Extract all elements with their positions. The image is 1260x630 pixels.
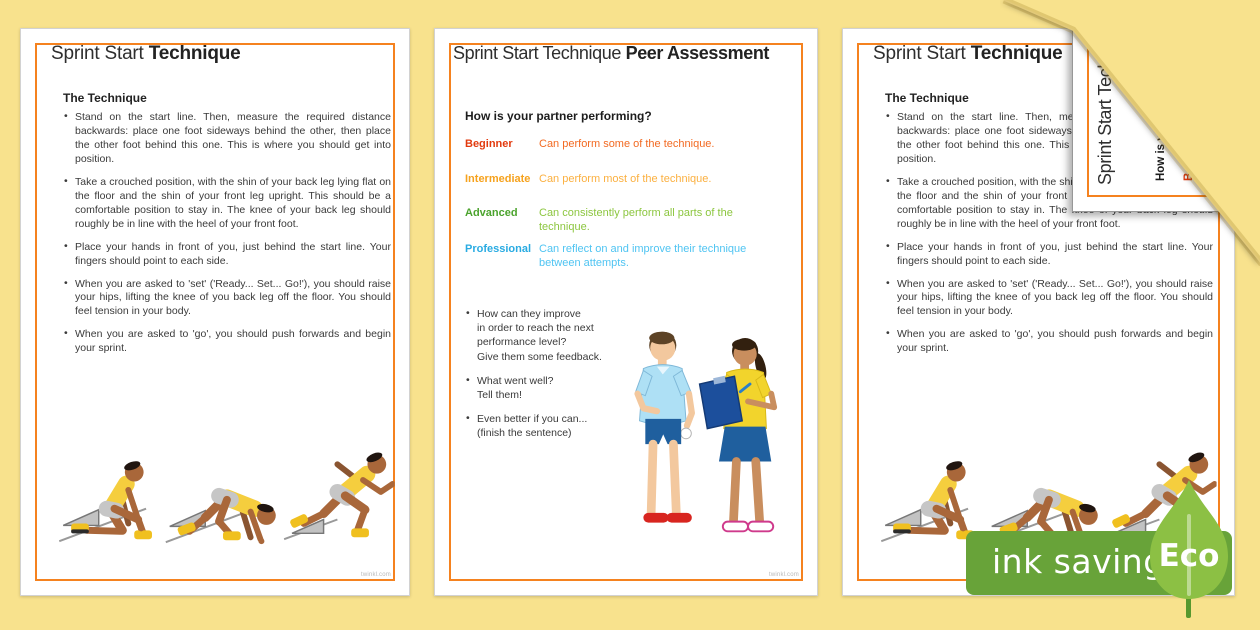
clipboard [698, 375, 744, 430]
fold-corner [1002, 0, 1260, 267]
level-row: Beginner Can perform some of the techniq… [465, 137, 799, 151]
technique-bullet: When you are asked to 'set' ('Ready... S… [63, 277, 391, 320]
level-row: Professional Can reflect on and improve … [465, 242, 799, 271]
feedback-prompt: How can they improve in order to reach t… [465, 306, 627, 364]
feedback-prompt: What went well? Tell them! [465, 373, 627, 402]
feedback-prompt: Even better if you can... (finish the se… [465, 411, 627, 440]
boy-figure [634, 331, 695, 523]
page-title: Sprint Start Technique [873, 43, 1063, 64]
level-description: Can reflect on and improve their techniq… [539, 243, 747, 270]
page-title: Sprint Start Technique Peer Assessment [453, 43, 770, 63]
eco-leaf-icon [1150, 480, 1228, 618]
peer-discussion-illustration [634, 331, 778, 533]
feedback-prompts: How can they improve in order to reach t… [465, 306, 627, 450]
technique-bullet: Place your hands in front of you, just b… [885, 240, 1213, 269]
technique-bullet: When you are asked to 'set' ('Ready... S… [885, 277, 1213, 320]
technique-page-1: Sprint Start Technique The Technique Sta… [20, 28, 410, 596]
level-row: Advanced Can consistently perform all pa… [465, 206, 799, 235]
level-label: Intermediate [465, 173, 531, 186]
bullet-list: Stand on the start line. Then, measure t… [63, 110, 391, 356]
technique-bullet: Place your hands in front of you, just b… [63, 240, 391, 269]
level-description: Can perform most of the technique. [539, 173, 712, 186]
level-label: Beginner [465, 138, 513, 150]
watermark: twinkl.com [768, 572, 799, 578]
page-inner-border [449, 43, 803, 581]
technique-bullet: Take a crouched position, with the shin … [63, 175, 391, 232]
watermark: twinkl.com [360, 572, 391, 578]
technique-bullet: Stand on the start line. Then, measure t… [63, 110, 391, 167]
technique-bullet: When you are asked to 'go', you should p… [885, 327, 1213, 356]
page-title: Sprint Start Technique [51, 43, 241, 64]
peer-question: How is your partner performing? [465, 109, 652, 123]
level-label: Advanced [465, 206, 518, 219]
section-heading: The Technique [63, 91, 147, 105]
level-label: Professional [465, 243, 532, 256]
page-inner-border [35, 43, 395, 581]
sprint-sequence-illustration [49, 413, 395, 556]
performance-levels: How is your partner performing? Beginner… [465, 109, 799, 271]
ink-saving-label: ink saving [992, 542, 1165, 581]
level-description: Can perform some of the technique. [539, 138, 715, 150]
section-heading: The Technique [885, 91, 969, 105]
peer-assessment-page: Sprint Start Technique Peer Assessment H… [434, 28, 818, 596]
technique-bullet: When you are asked to 'go', you should p… [63, 327, 391, 356]
girl-figure [698, 338, 778, 533]
level-description: Can consistently perform all parts of th… [539, 206, 733, 233]
eco-badge-label: Eco [1158, 538, 1220, 574]
technique-section: The Technique Stand on the start line. T… [63, 91, 391, 365]
level-row: Intermediate Can perform most of the tec… [465, 172, 799, 186]
